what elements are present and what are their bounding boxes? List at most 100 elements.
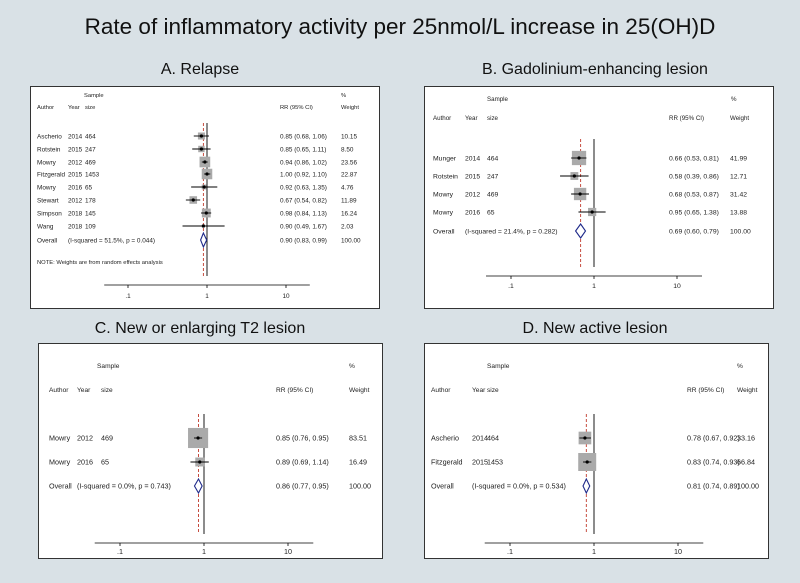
x-tick-label: 1: [202, 547, 206, 556]
header-percent: %: [349, 363, 355, 370]
study-year: 2012: [77, 433, 93, 442]
overall-weight: 100.00: [349, 481, 371, 490]
header-author: Author: [431, 387, 451, 394]
study-size: 65: [487, 209, 495, 216]
study-author: Wang: [37, 223, 54, 230]
overall-heterogeneity: (I-squared = 0.0%, p = 0.743): [77, 481, 171, 490]
header-size: size: [85, 105, 95, 111]
study-weight: 10.15: [341, 133, 357, 140]
study-year: 2012: [465, 191, 480, 198]
overall-rr-ci: 0.69 (0.60, 0.79): [669, 228, 719, 235]
panel-b-title: B. Gadolinium-enhancing lesion: [482, 61, 708, 78]
study-year: 2015: [68, 171, 83, 178]
study-weight: 66.84: [737, 457, 755, 466]
study-size: 469: [487, 191, 499, 198]
study-rr-ci: 1.00 (0.92, 1.10): [280, 171, 327, 178]
study-weight: 16.49: [349, 457, 367, 466]
panel-c-svg: Sample % Author Year size RR (95% CI) Weight Mo…: [49, 363, 371, 556]
overall-rr-ci: 0.86 (0.77, 0.95): [276, 481, 329, 490]
header-weight: Weight: [349, 387, 370, 394]
study-size: 469: [85, 159, 96, 166]
study-year: 2012: [68, 159, 83, 166]
study-rr-ci: 0.94 (0.86, 1.02): [280, 159, 327, 166]
header-size: size: [101, 387, 113, 394]
study-author: Stewart: [37, 197, 59, 204]
study-year: 2015: [465, 173, 480, 180]
study-rr-ci: 0.95 (0.65, 1.38): [669, 209, 719, 216]
x-tick-label: 10: [673, 283, 681, 290]
panel-d-svg: Sample % Author Year size RR (95% CI) Weight As…: [431, 363, 759, 556]
header-author: Author: [37, 105, 54, 111]
study-year: 2014: [68, 133, 83, 140]
study-point: [198, 460, 202, 464]
study-weight: 12.71: [730, 173, 747, 180]
study-weight: 83.51: [349, 433, 367, 442]
study-author: Ascherio: [431, 433, 459, 442]
study-year: 2015: [472, 457, 488, 466]
study-point: [583, 436, 587, 440]
study-year: 2012: [68, 197, 83, 204]
study-weight: 41.99: [730, 155, 747, 162]
study-year: 2015: [68, 146, 83, 153]
panel-b-svg: Sample % Author Year size RR (95% CI) Weight Mu…: [433, 96, 751, 290]
study-size: 464: [487, 155, 499, 162]
study-size: 1453: [487, 457, 503, 466]
study-point: [585, 460, 589, 464]
x-tick-label: 10: [674, 547, 682, 556]
overall-label: Overall: [431, 481, 454, 490]
study-rr-ci: 0.68 (0.53, 0.87): [669, 191, 719, 198]
x-tick-label: .1: [507, 547, 513, 556]
x-tick-label: .1: [508, 283, 514, 290]
overall-rr-ci: 0.90 (0.83, 0.99): [280, 237, 327, 244]
study-weight: 4.76: [341, 184, 354, 191]
overall-label: Overall: [37, 237, 57, 244]
study-point: [202, 185, 206, 189]
study-weight: 8.50: [341, 146, 354, 153]
header-rr: RR (95% CI): [280, 105, 313, 111]
header-size: size: [487, 387, 499, 394]
study-year: 2016: [77, 457, 93, 466]
overall-rr-ci: 0.81 (0.74, 0.89): [687, 481, 740, 490]
header-percent: %: [737, 363, 743, 370]
study-size: 1453: [85, 171, 100, 178]
study-rr-ci: 0.89 (0.69, 1.14): [276, 457, 329, 466]
study-size: 464: [487, 433, 499, 442]
study-rr-ci: 0.98 (0.84, 1.13): [280, 210, 327, 217]
study-year: 2014: [465, 155, 480, 162]
overall-heterogeneity: (I-squared = 51.5%, p = 0.044): [68, 237, 155, 244]
study-point: [572, 174, 576, 178]
study-year: 2014: [472, 433, 488, 442]
header-percent: %: [341, 93, 346, 99]
study-size: 464: [85, 133, 96, 140]
study-point: [577, 156, 581, 160]
header-percent: %: [731, 96, 737, 103]
overall-weight: 100.00: [730, 228, 751, 235]
panel-b-forest-plot: Sample% Author Year size RR (95% CI) Weight Mu…: [424, 86, 774, 309]
study-author: Rotstein: [433, 173, 458, 180]
study-size: 247: [85, 146, 96, 153]
study-author: Mowry: [433, 209, 454, 216]
header-rr: RR (95% CI): [276, 387, 313, 394]
study-point: [590, 210, 594, 214]
x-tick-label: 1: [205, 293, 209, 300]
study-year: 2016: [465, 209, 480, 216]
header-sample: Sample: [97, 363, 120, 370]
x-tick-label: 1: [592, 283, 596, 290]
study-point: [203, 160, 207, 164]
study-year: 2018: [68, 210, 83, 217]
study-weight: 2.03: [341, 223, 354, 230]
panel-d-forest-plot: Sample% Author Year size RR (95% CI) Weight As…: [424, 343, 769, 559]
study-point: [199, 147, 204, 151]
header-year: Year: [68, 105, 80, 111]
study-point: [578, 192, 582, 196]
weights-note: NOTE: Weights are from random effects an…: [37, 260, 163, 266]
panel-c-title: C. New or enlarging T2 lesion: [94, 320, 306, 337]
study-size: 145: [85, 210, 96, 217]
figure-title: Rate of inflammatory activity per 25nmol…: [84, 14, 716, 39]
header-sample: Sample: [487, 96, 509, 103]
overall-label: Overall: [433, 228, 455, 235]
overall-diamond: [574, 223, 587, 239]
overall-heterogeneity: (I-squared = 21.4%, p = 0.282): [465, 228, 558, 235]
study-weight: 22.87: [341, 171, 357, 178]
study-author: Mowry: [49, 457, 71, 466]
